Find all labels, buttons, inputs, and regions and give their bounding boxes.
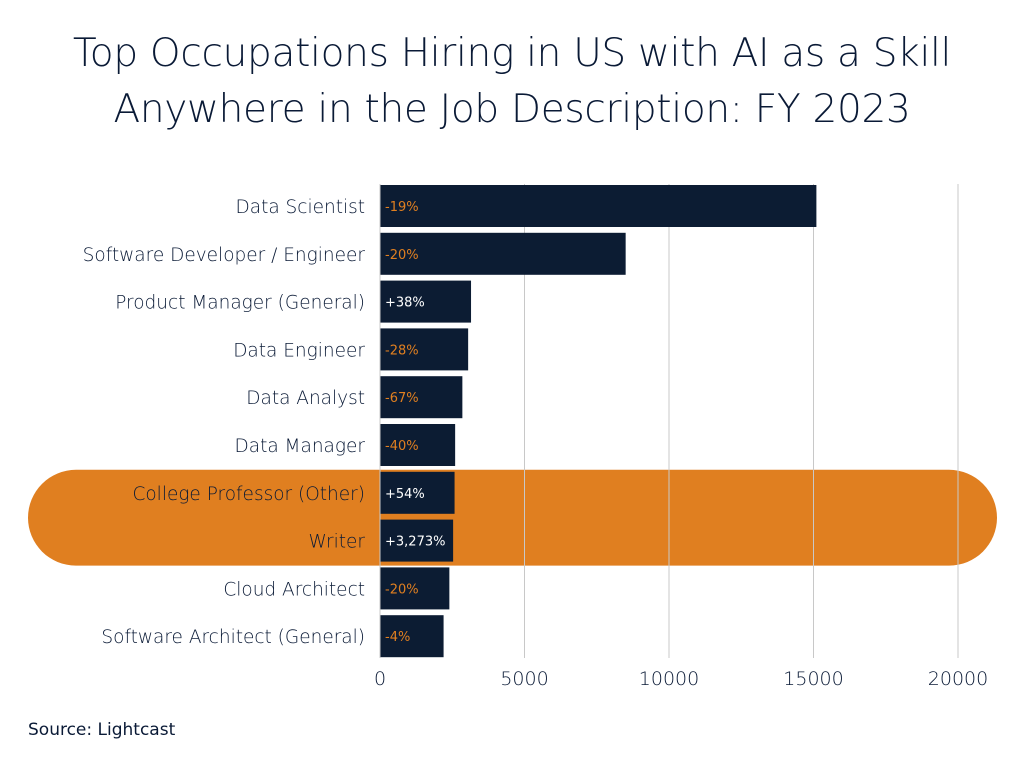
bar xyxy=(380,376,463,419)
bar-label: -40% xyxy=(385,439,419,454)
bar xyxy=(380,471,455,514)
bar-label: -4% xyxy=(385,630,410,645)
bar xyxy=(380,615,444,658)
bar-label: +38% xyxy=(385,296,425,311)
highlight-band xyxy=(28,469,997,566)
category-label: Product Manager (General) xyxy=(115,293,365,314)
chart-title-line-2: Anywhere in the Job Description: FY 2023 xyxy=(113,87,911,132)
x-tick-label: 20000 xyxy=(928,668,988,690)
category-label: Data Manager xyxy=(234,436,365,457)
bar-label: +3,273% xyxy=(385,535,445,550)
bar-label: +54% xyxy=(385,487,425,502)
category-label: Writer xyxy=(309,532,366,553)
category-label: College Professor (Other) xyxy=(132,484,365,505)
x-tick-label: 0 xyxy=(374,668,386,690)
bar xyxy=(380,328,469,371)
bar-label: -19% xyxy=(385,200,419,215)
category-label: Data Analyst xyxy=(246,388,365,409)
bar-label: -28% xyxy=(385,343,419,358)
chart-title-line-1: Top Occupations Hiring in US with AI as … xyxy=(72,31,952,76)
bar xyxy=(380,567,450,610)
x-tick-label: 15000 xyxy=(783,668,843,690)
category-label: Data Scientist xyxy=(236,197,366,218)
bar xyxy=(380,185,817,227)
category-label: Data Engineer xyxy=(233,340,365,361)
bar-label: -20% xyxy=(385,248,419,263)
x-tick-label: 10000 xyxy=(639,668,699,690)
bar xyxy=(380,280,472,323)
x-tick-label: 5000 xyxy=(500,668,548,690)
bar-label: -20% xyxy=(385,582,419,597)
bar xyxy=(380,424,456,466)
bar-label: -67% xyxy=(385,391,419,406)
category-label: Cloud Architect xyxy=(223,579,365,600)
bar xyxy=(380,232,626,275)
chart-title: Top Occupations Hiring in US with AI as … xyxy=(0,26,1024,138)
category-label: Software Developer / Engineer xyxy=(83,245,366,266)
bar xyxy=(380,519,454,562)
category-label: Software Architect (General) xyxy=(101,627,365,648)
source-note: Source: Lightcast xyxy=(28,720,176,740)
